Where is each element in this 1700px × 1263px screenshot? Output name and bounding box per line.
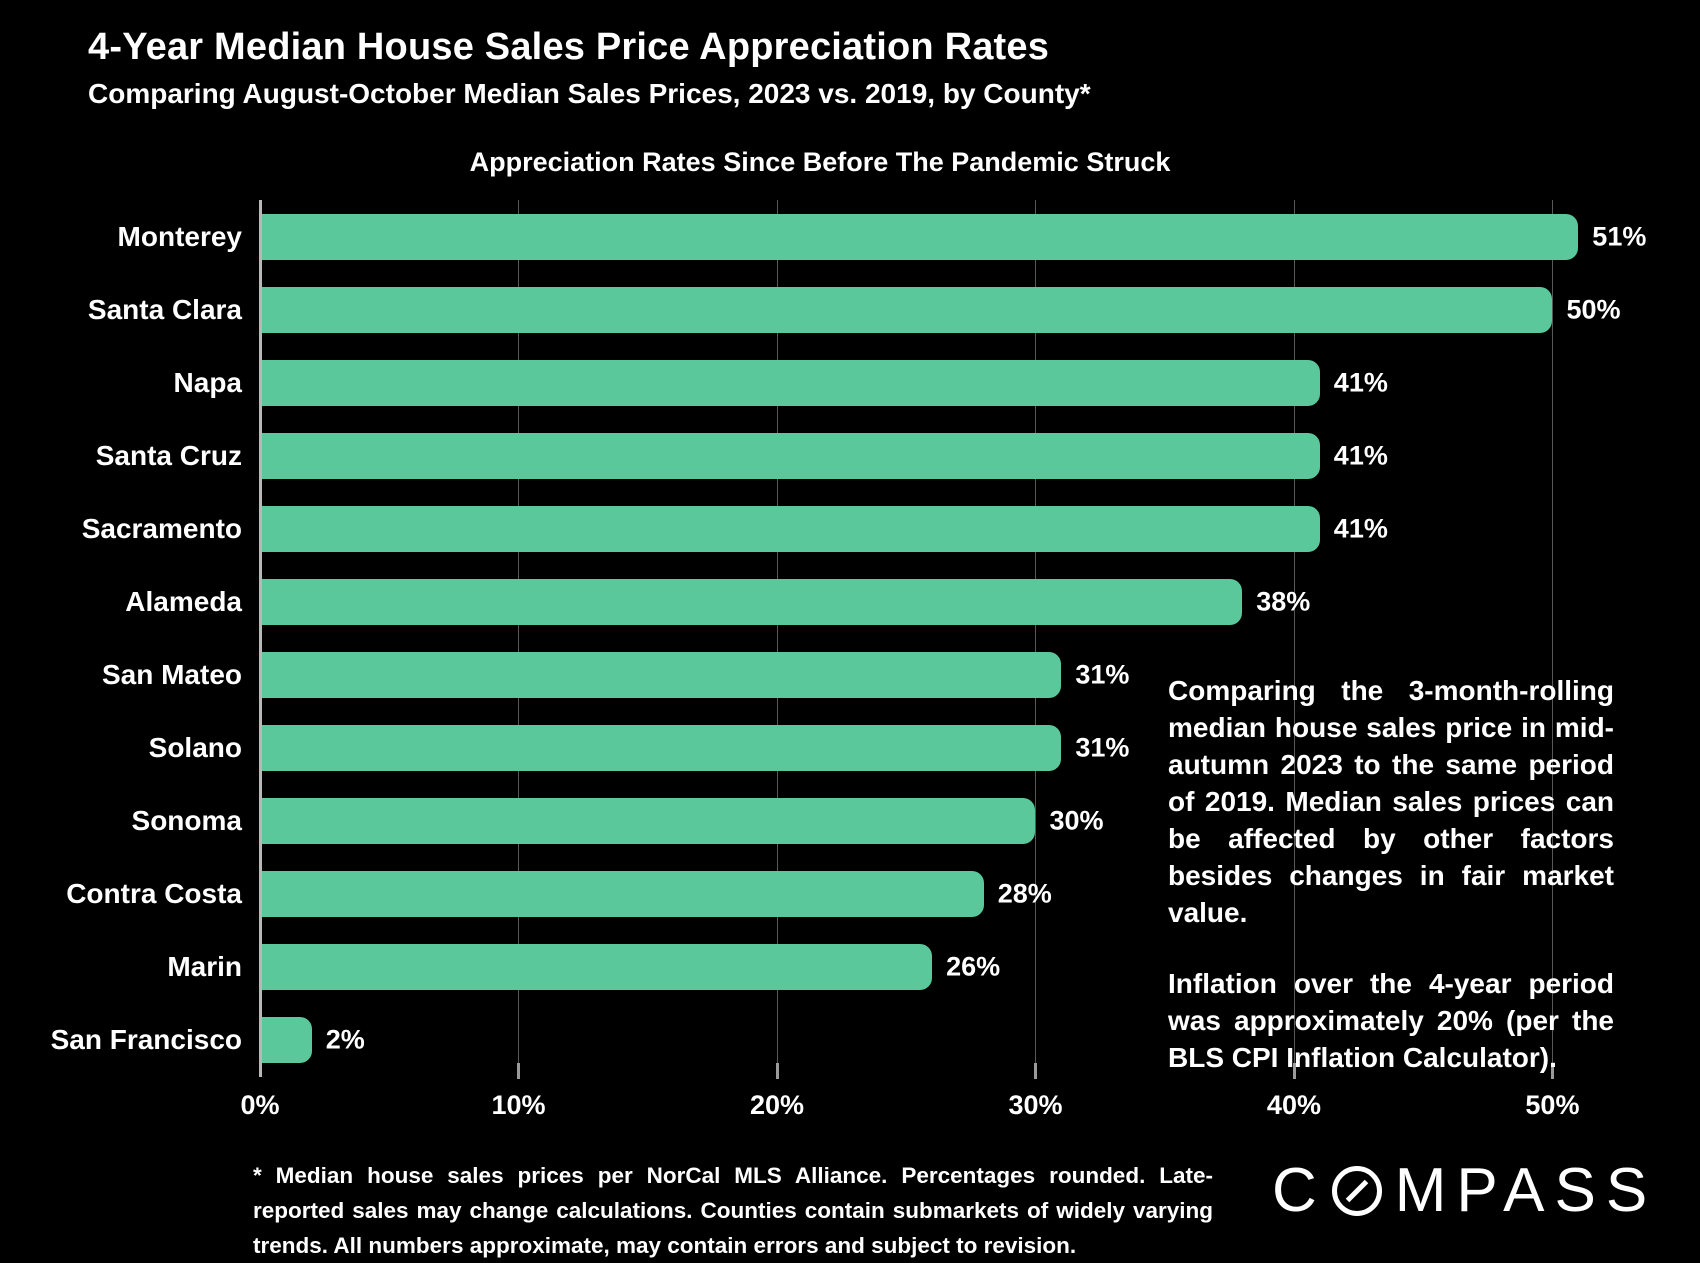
bar-value-label: 30%: [1049, 805, 1104, 836]
compass-o-icon: [1329, 1163, 1385, 1219]
bar: [260, 725, 1062, 772]
category-label: Santa Clara: [87, 293, 242, 325]
bar-row: Sacramento 41%: [82, 492, 1630, 565]
bar: [260, 1017, 312, 1064]
gridline: [517, 200, 521, 1079]
annotation-paragraph-2: Inflation over the 4-year period was app…: [1168, 968, 1614, 1073]
category-label: Sacramento: [81, 512, 242, 544]
annotation-block: Comparing the 3-month-rolling median hou…: [1168, 672, 1614, 1110]
category-label: Alameda: [125, 585, 242, 617]
bar-value-label: 31%: [1075, 732, 1130, 763]
x-axis-tick-label: 20%: [749, 1090, 804, 1120]
x-axis-tick-label: 30%: [1008, 1090, 1063, 1120]
bar-row: Contra Costa 28%: [66, 858, 1630, 931]
x-axis-tick-label: 10%: [491, 1090, 546, 1120]
chart-title: Appreciation Rates Since Before The Pand…: [469, 147, 1171, 177]
gridline: [1292, 200, 1296, 1079]
bar-row: Solano 31%: [149, 712, 1630, 785]
bar: [260, 432, 1320, 479]
plot-area: Monterey 51% Santa Clara 50% Napa 41% Santa Cr…: [51, 200, 1646, 1079]
y-axis-line: [259, 200, 262, 1077]
bar: [260, 286, 1553, 333]
bar: [260, 944, 933, 991]
bar-row: San Mateo 31%: [102, 638, 1630, 711]
category-label: Napa: [173, 366, 242, 398]
x-axis-tick-label: 50%: [1525, 1090, 1580, 1120]
bar-value-label: 28%: [997, 878, 1052, 909]
x-axis-tick-label: 40%: [1266, 1090, 1321, 1120]
x-axis-tick-label: 0%: [240, 1090, 280, 1120]
bar-value-label: 38%: [1256, 586, 1311, 617]
bar-row: Sonoma 30%: [132, 785, 1630, 858]
bar-value-label: 41%: [1333, 440, 1388, 471]
bar-value-label: 2%: [325, 1024, 365, 1055]
bar-row: Marin 26%: [167, 931, 1630, 1004]
gridline: [1034, 200, 1038, 1079]
bar-row: Santa Clara 50%: [88, 273, 1630, 346]
gridline: [1551, 200, 1555, 1079]
bar-row: Alameda 38%: [125, 565, 1630, 638]
bar-value-label: 31%: [1075, 659, 1130, 690]
x-axis-labels: 0% 10% 20% 30% 40% 50%: [240, 1090, 1630, 1130]
footnote: * Median house sales prices per NorCal M…: [253, 1163, 1213, 1258]
annotation-paragraph-1: Comparing the 3-month-rolling median hou…: [1168, 675, 1614, 928]
gridline: [775, 200, 779, 1079]
bar-value-label: 26%: [946, 951, 1001, 982]
bar-value-label: 50%: [1566, 294, 1621, 325]
logo-text-suffix: MPASS: [1394, 1156, 1658, 1225]
bar: [260, 578, 1243, 625]
category-label: Solano: [148, 732, 242, 764]
bar: [260, 505, 1320, 552]
category-label: Marin: [167, 951, 242, 983]
bar-value-label: 51%: [1592, 221, 1647, 252]
category-label: Santa Cruz: [95, 439, 242, 471]
category-label: San Mateo: [101, 659, 242, 690]
category-label: Sonoma: [131, 805, 242, 837]
bar-row: Santa Cruz 41%: [96, 419, 1630, 492]
bar: [260, 652, 1062, 698]
logo-text-prefix: C: [1272, 1156, 1327, 1225]
compass-logo: C MPASS: [1272, 1160, 1657, 1222]
bar: [260, 798, 1036, 845]
bar: [260, 871, 984, 918]
category-label: Monterey: [117, 220, 242, 252]
bar-row: San Francisco 2%: [51, 1004, 1630, 1077]
bar-row: Napa 41%: [174, 346, 1630, 419]
category-label: Contra Costa: [66, 878, 242, 910]
category-label: San Francisco: [50, 1024, 242, 1056]
page-title: 4-Year Median House Sales Price Apprecia…: [88, 26, 1050, 68]
bars-container: Monterey 51% Santa Clara 50% Napa 41% Santa Cr…: [51, 200, 1646, 1077]
bar-value-label: 41%: [1333, 513, 1388, 544]
bar-value-label: 41%: [1333, 367, 1388, 398]
bar: [260, 359, 1320, 406]
bar-row: Monterey 51%: [118, 200, 1646, 273]
bar: [260, 213, 1579, 260]
page-subtitle: Comparing August-October Median Sales Pr…: [88, 78, 1091, 109]
